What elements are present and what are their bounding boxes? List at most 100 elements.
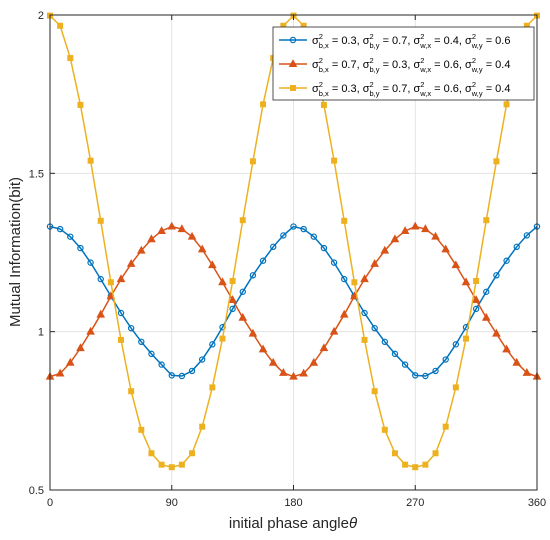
series-1 — [46, 223, 541, 380]
data-point — [239, 288, 246, 295]
data-point — [299, 368, 308, 377]
data-point — [229, 278, 236, 285]
series-layer — [45, 12, 542, 471]
data-point — [158, 461, 165, 468]
data-point — [410, 221, 420, 230]
data-point — [310, 233, 317, 240]
data-point — [189, 450, 196, 457]
y-tick-label: 2 — [38, 10, 44, 22]
data-point — [371, 388, 378, 395]
data-point — [371, 324, 378, 332]
x-tick-label: 0 — [47, 497, 53, 509]
data-point — [56, 225, 64, 233]
data-point — [148, 450, 155, 457]
data-point — [390, 234, 400, 243]
data-point — [452, 341, 460, 348]
data-point — [502, 344, 511, 353]
legend: σ2 b,x = 0.3, σ2 b,y = 0.7, σ2 w,x = 0.4, σ… — [272, 26, 535, 101]
data-point — [400, 226, 410, 234]
legend-marker-2 — [288, 59, 298, 68]
data-point — [370, 259, 379, 267]
data-point — [473, 278, 480, 285]
data-point — [67, 55, 74, 62]
data-point — [381, 426, 388, 433]
y-tick-label: 1.5 — [29, 168, 44, 180]
data-point — [432, 450, 439, 457]
legend-label-part: = 0.7, — [380, 35, 414, 47]
y-axis-label: Mutual Information(bit) — [7, 177, 24, 327]
legend-label-part: σ — [413, 59, 420, 71]
data-point — [219, 335, 226, 342]
data-point — [503, 101, 510, 108]
legend-label-part: 2 — [472, 32, 476, 41]
data-point — [249, 272, 257, 279]
x-tick-label: 360 — [528, 497, 546, 509]
legend-label-part: 2 — [420, 80, 424, 89]
y-tick-label: 1 — [38, 327, 44, 339]
series-1-line — [49, 225, 538, 377]
data-point — [86, 326, 95, 335]
data-point — [128, 388, 135, 395]
data-point — [441, 244, 451, 253]
data-point — [270, 243, 277, 250]
data-point — [341, 275, 348, 283]
data-point — [177, 224, 187, 233]
legend-label-part: = 0.6 — [483, 35, 511, 47]
data-point — [421, 224, 430, 233]
data-point — [97, 275, 104, 283]
legend-label-part: σ — [363, 83, 370, 95]
data-point — [380, 245, 390, 254]
legend-label-part: = 0.7, — [329, 59, 363, 71]
data-point — [187, 231, 197, 240]
legend-label-part: σ — [465, 35, 472, 47]
y-tick-label: 0.5 — [29, 485, 44, 497]
data-point — [522, 367, 532, 376]
data-point — [158, 361, 165, 368]
legend-label-part: = 0.4 — [483, 59, 511, 71]
data-point — [260, 101, 267, 108]
data-point — [330, 259, 338, 266]
data-point — [300, 225, 307, 233]
data-point — [279, 367, 288, 376]
legend-label-part: = 0.4 — [483, 83, 511, 95]
x-axis-label: initial phase angleθ — [229, 515, 357, 532]
legend-label-part: = 0.6, — [431, 59, 465, 71]
data-point — [503, 257, 510, 264]
data-point — [280, 232, 287, 239]
data-point — [422, 461, 429, 468]
data-point — [168, 464, 175, 471]
data-point — [218, 277, 227, 286]
data-point — [391, 450, 398, 457]
data-point — [471, 295, 481, 303]
data-point — [461, 277, 471, 286]
legend-label-part: w,x — [419, 89, 431, 98]
legend-label-part: σ — [465, 83, 472, 95]
legend-label-part: σ — [312, 35, 319, 47]
legend-label-part: w,x — [419, 65, 431, 74]
data-point — [116, 274, 126, 283]
data-point — [431, 231, 440, 240]
data-point — [188, 367, 196, 375]
legend-box — [272, 26, 535, 101]
x-axis-label-symbol: θ — [349, 515, 357, 532]
data-point — [167, 221, 177, 230]
data-point — [442, 356, 449, 363]
data-point — [320, 244, 328, 252]
legend-label-part: 2 — [370, 56, 374, 65]
legend-label-part: σ — [312, 59, 319, 71]
data-point — [493, 272, 500, 279]
data-point — [249, 158, 256, 165]
legend-label-part: 2 — [319, 56, 323, 65]
data-point — [76, 343, 85, 352]
data-point — [442, 423, 449, 430]
data-point — [209, 341, 216, 348]
data-point — [258, 344, 268, 353]
data-point — [361, 336, 368, 343]
data-point — [96, 309, 106, 318]
data-point — [126, 259, 136, 267]
data-point — [239, 217, 246, 224]
legend-label-part: b,y — [370, 89, 380, 98]
legend-label-part: 2 — [472, 56, 476, 65]
data-point — [483, 217, 490, 224]
